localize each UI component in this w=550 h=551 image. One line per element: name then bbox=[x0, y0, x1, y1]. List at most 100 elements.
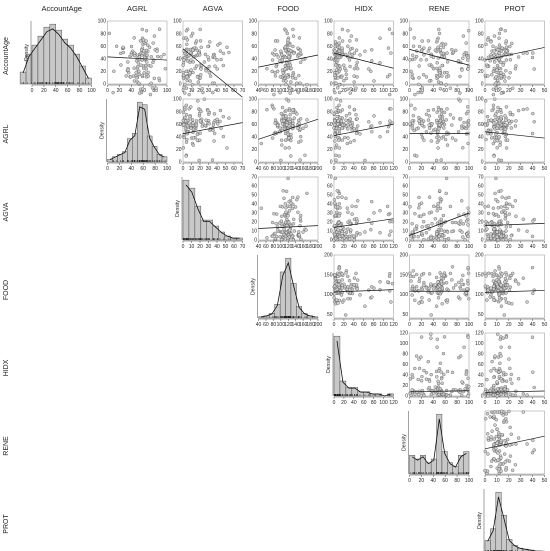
data-point bbox=[454, 48, 458, 53]
regression-line bbox=[409, 390, 470, 393]
x-tick-label: 0 bbox=[484, 166, 487, 172]
data-point bbox=[495, 427, 499, 431]
y-tick-label: 0 bbox=[481, 82, 484, 88]
data-point bbox=[213, 131, 217, 136]
data-point bbox=[291, 119, 295, 123]
data-point bbox=[215, 58, 219, 62]
histogram-bar bbox=[414, 458, 421, 475]
data-point bbox=[278, 221, 282, 225]
data-point bbox=[218, 119, 222, 124]
data-point bbox=[499, 354, 503, 358]
data-point bbox=[467, 210, 471, 214]
data-point bbox=[424, 112, 429, 116]
data-point bbox=[289, 80, 293, 84]
data-point bbox=[451, 116, 456, 120]
data-point bbox=[504, 225, 508, 229]
data-point bbox=[411, 121, 415, 125]
x-tick-label: 10 bbox=[189, 88, 195, 94]
x-tick-label: 60 bbox=[263, 244, 269, 250]
data-point bbox=[352, 276, 357, 280]
data-point bbox=[525, 107, 529, 111]
x-tick-label: 60 bbox=[361, 88, 367, 94]
data-point bbox=[493, 191, 497, 196]
data-point bbox=[280, 105, 285, 110]
data-point bbox=[333, 292, 337, 296]
data-point bbox=[182, 123, 186, 127]
data-point bbox=[503, 213, 508, 218]
x-tick-label: 40 bbox=[351, 88, 357, 94]
x-tick-label: 40 bbox=[431, 400, 437, 406]
data-point bbox=[352, 234, 356, 238]
data-point bbox=[184, 103, 188, 107]
histogram-bar bbox=[182, 179, 190, 241]
data-point bbox=[417, 366, 422, 371]
data-point bbox=[504, 49, 509, 53]
data-point bbox=[422, 237, 426, 242]
data-point bbox=[427, 79, 432, 83]
data-point bbox=[344, 114, 349, 118]
data-point bbox=[297, 73, 301, 78]
data-point bbox=[414, 354, 419, 358]
data-point bbox=[430, 64, 434, 69]
data-point bbox=[286, 176, 290, 181]
data-point bbox=[283, 45, 287, 49]
y-tick-label: 0 bbox=[481, 394, 484, 400]
data-point bbox=[132, 79, 137, 83]
data-point bbox=[333, 90, 337, 95]
x-tick-label: 60 bbox=[263, 322, 269, 328]
x-tick-label: 100 bbox=[87, 88, 96, 94]
row-title-hidx: HIDX bbox=[3, 359, 10, 376]
data-point bbox=[511, 468, 515, 472]
data-point bbox=[435, 110, 439, 114]
y-tick-label: 10 bbox=[478, 229, 484, 235]
data-point bbox=[304, 228, 308, 232]
data-point bbox=[189, 58, 193, 62]
data-point bbox=[530, 131, 535, 136]
data-point bbox=[337, 265, 342, 270]
regression-line bbox=[484, 290, 545, 293]
x-tick-label: 60 bbox=[263, 88, 269, 94]
x-tick-label: 20 bbox=[419, 400, 425, 406]
data-point bbox=[499, 71, 503, 75]
data-point bbox=[496, 332, 500, 336]
column-title-agrl: AGRL bbox=[127, 4, 147, 13]
data-point bbox=[462, 345, 466, 349]
data-point bbox=[465, 287, 469, 291]
data-point bbox=[461, 146, 465, 150]
y-tick-label: 20 bbox=[327, 147, 333, 153]
data-point bbox=[500, 195, 504, 199]
data-point bbox=[492, 414, 496, 418]
data-point bbox=[334, 153, 338, 157]
data-point bbox=[286, 236, 290, 240]
data-point bbox=[504, 234, 509, 238]
x-tick-label: 0 bbox=[484, 322, 487, 328]
data-point bbox=[511, 393, 515, 397]
data-point bbox=[464, 372, 468, 377]
data-point bbox=[298, 81, 302, 85]
data-point bbox=[347, 51, 352, 55]
data-point bbox=[521, 392, 525, 396]
data-point bbox=[410, 238, 414, 242]
data-point bbox=[495, 109, 500, 114]
y-tick-label: 40 bbox=[478, 373, 484, 379]
data-point bbox=[408, 271, 412, 275]
data-point bbox=[333, 213, 338, 218]
data-point bbox=[219, 126, 223, 130]
y-tick-label: 40 bbox=[402, 57, 408, 63]
data-point bbox=[349, 87, 353, 91]
data-point bbox=[466, 388, 470, 393]
data-point bbox=[356, 199, 360, 203]
data-point bbox=[437, 234, 441, 238]
data-point bbox=[345, 87, 349, 91]
x-tick-label: 20 bbox=[117, 88, 123, 94]
data-point bbox=[437, 27, 441, 32]
data-point bbox=[416, 235, 420, 239]
y-tick-label: 30 bbox=[251, 211, 257, 217]
data-point bbox=[185, 124, 190, 128]
data-point bbox=[417, 82, 421, 87]
data-point bbox=[388, 119, 392, 123]
data-point bbox=[435, 135, 439, 140]
data-point bbox=[279, 111, 283, 116]
histogram-bar bbox=[495, 491, 502, 551]
